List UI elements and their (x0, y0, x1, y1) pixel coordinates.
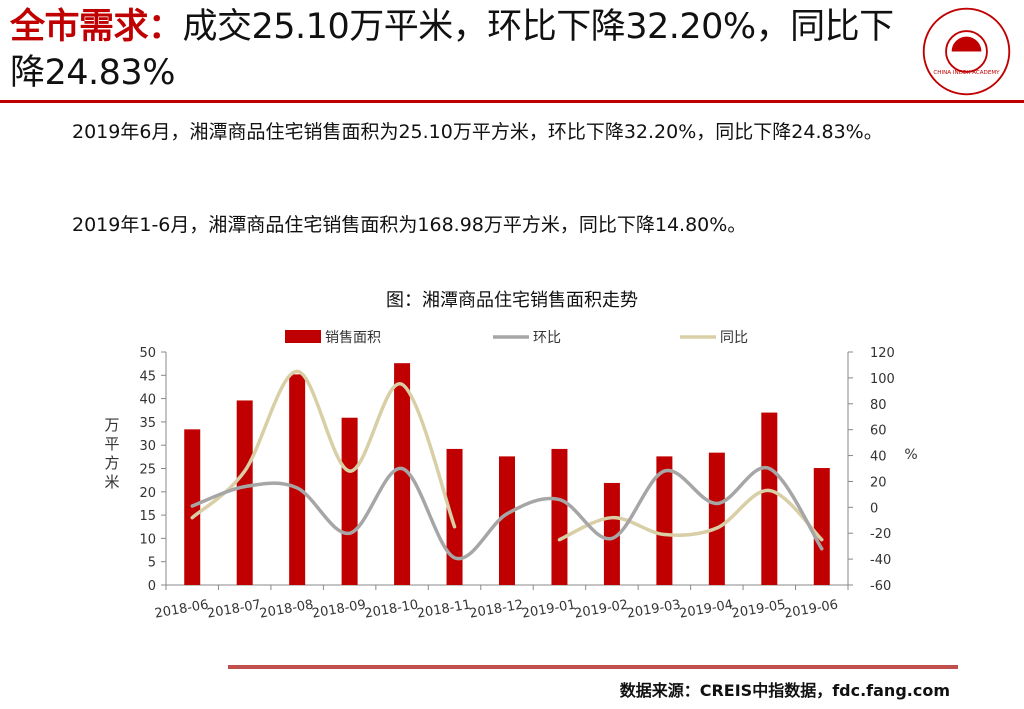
bar-sales-area (603, 482, 620, 585)
y2-axis-label: % (904, 447, 917, 463)
right-tick-label: -40 (870, 553, 891, 568)
title-highlight: 全市需求： (10, 7, 183, 47)
line-yoy (557, 488, 824, 542)
y-axis-label-char: 平 (104, 435, 119, 453)
x-tick-label: 2018-07 (206, 597, 262, 621)
svg-text:CHINA INDEX ACADEMY: CHINA INDEX ACADEMY (933, 70, 1000, 76)
sales-area-chart: 0 5 10 15 20 25 30 35 40 45 50 -60 -40 -20 0 20 40 60 80 10… (104, 330, 918, 622)
bar-sales-area (708, 452, 725, 585)
bar-sales-area (341, 417, 358, 585)
left-tick-label: 35 (139, 416, 156, 431)
x-tick-label: 2019-03 (626, 597, 682, 621)
legend-mom-label: 环比 (533, 330, 561, 346)
bar-sales-area (813, 468, 830, 585)
bar-sales-area (656, 456, 673, 585)
x-tick-label: 2018-11 (416, 597, 472, 621)
x-tick-label: 2019-06 (783, 597, 839, 621)
right-tick-label: 60 (870, 424, 887, 439)
bar-sales-area (551, 448, 568, 585)
bar-sales-area (236, 400, 253, 585)
x-tick-label: 2018-08 (258, 597, 314, 621)
left-tick-label: 30 (139, 439, 156, 454)
page-title: 全市需求：成交25.10万平米，环比下降32.20%，同比下降24.83% (10, 4, 915, 96)
bar-sales-area (761, 412, 778, 585)
right-tick-label: -60 (870, 579, 891, 594)
right-tick-label: 40 (870, 450, 887, 465)
legend-sales-area-swatch (285, 330, 321, 343)
left-tick-label: 50 (139, 346, 156, 361)
x-tick-label: 2019-02 (573, 597, 629, 621)
right-tick-label: 0 (870, 501, 878, 516)
right-tick-label: 100 (870, 372, 895, 387)
right-tick-label: 80 (870, 398, 887, 413)
left-tick-label: 45 (139, 369, 156, 384)
right-tick-label: 20 (870, 475, 887, 490)
footer-divider (228, 665, 958, 669)
x-tick-label: 2018-09 (311, 597, 367, 621)
x-tick-label: 2019-05 (731, 597, 787, 621)
summary-paragraph-monthly: 2019年6月，湘潭商品住宅销售面积为25.10万平方米，环比下降32.20%，… (72, 121, 883, 143)
data-source: 数据来源：CREIS中指数据，fdc.fang.com (619, 681, 950, 700)
left-tick-label: 25 (139, 463, 156, 478)
x-tick-label: 2019-04 (678, 597, 734, 621)
left-tick-label: 0 (148, 579, 156, 594)
bar-sales-area (394, 363, 411, 585)
right-tick-label: 120 (870, 346, 895, 361)
x-tick-label: 2018-10 (363, 597, 419, 621)
line-yoy (190, 369, 457, 529)
left-tick-label: 5 (148, 556, 156, 571)
y-axis-label-char: 万 (104, 416, 119, 434)
left-tick-label: 10 (139, 532, 156, 547)
bar-sales-area (446, 448, 463, 585)
legend-yoy-label: 同比 (720, 330, 748, 346)
chart-title: 图：湘潭商品住宅销售面积走势 (386, 290, 638, 311)
china-index-academy-logo: CHINA INDEX ACADEMY (922, 7, 1011, 96)
y-axis-label-char: 方 (104, 454, 119, 472)
y-axis-label-char: 米 (104, 473, 119, 491)
header-divider (0, 100, 1024, 103)
left-tick-label: 20 (139, 486, 156, 501)
right-tick-label: -20 (870, 527, 891, 542)
left-tick-label: 40 (139, 393, 156, 408)
bar-sales-area (499, 456, 515, 585)
left-tick-label: 15 (139, 509, 156, 524)
legend-sales-area-label: 销售面积 (325, 330, 381, 346)
x-tick-label: 2018-12 (468, 597, 524, 621)
bar-sales-area (289, 374, 306, 585)
title-rest: 成交25.10万平米，环比下降32.20%，同比下降24.83% (10, 7, 894, 93)
summary-paragraph-ytd: 2019年1-6月，湘潭商品住宅销售面积为168.98万平方米，同比下降14.8… (72, 214, 747, 236)
x-tick-label: 2019-01 (521, 597, 577, 621)
x-tick-label: 2018-06 (154, 597, 210, 621)
line-mom (190, 465, 824, 561)
